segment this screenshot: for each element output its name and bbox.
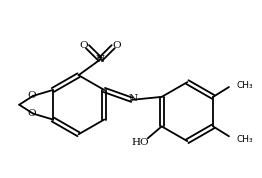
Text: CH₃: CH₃ (237, 81, 253, 90)
Text: O: O (28, 109, 36, 118)
Text: O: O (79, 41, 88, 50)
Text: O: O (28, 91, 36, 100)
Text: CH₃: CH₃ (237, 135, 253, 144)
Text: N: N (96, 55, 105, 64)
Text: O: O (113, 41, 122, 50)
Text: HO: HO (131, 138, 149, 147)
Text: N: N (128, 94, 138, 103)
